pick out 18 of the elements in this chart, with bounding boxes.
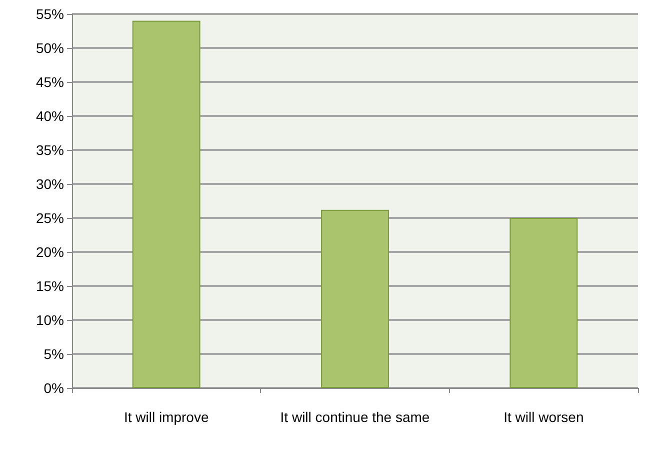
- bar: [132, 20, 200, 388]
- y-tick-label: 20%: [36, 244, 64, 260]
- y-tick-label: 10%: [36, 312, 64, 328]
- x-tick-label: It will worsen: [504, 409, 584, 425]
- bar: [321, 210, 389, 388]
- y-tick-label: 0%: [44, 380, 64, 396]
- x-tick-label: It will improve: [124, 409, 209, 425]
- bar: [510, 218, 578, 388]
- x-tick-label: It will continue the same: [280, 409, 430, 425]
- y-tick-label: 5%: [44, 346, 64, 362]
- y-tick-label: 25%: [36, 210, 64, 226]
- y-tick-label: 15%: [36, 278, 64, 294]
- y-tick-label: 45%: [36, 74, 64, 90]
- y-tick-label: 30%: [36, 176, 64, 192]
- y-tick-label: 40%: [36, 108, 64, 124]
- y-tick-label: 55%: [36, 6, 64, 22]
- y-tick-label: 50%: [36, 40, 64, 56]
- y-tick-label: 35%: [36, 142, 64, 158]
